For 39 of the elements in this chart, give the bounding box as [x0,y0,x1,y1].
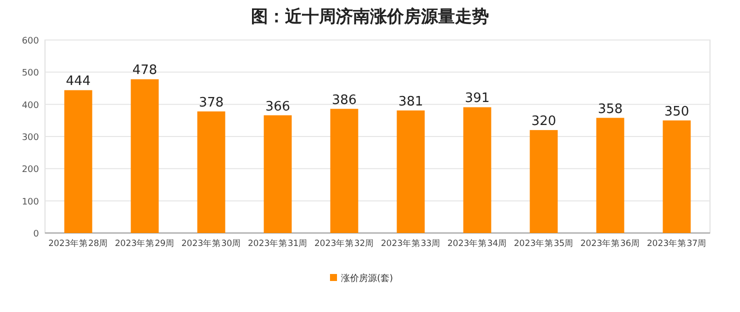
y-tick-label: 400 [22,100,40,111]
data-label: 358 [598,102,623,117]
x-tick-label: 2023年第35周 [514,238,574,249]
bar [197,111,226,233]
bar [530,130,558,233]
x-tick-label: 2023年第28周 [48,238,108,249]
y-tick-label: 100 [22,197,40,208]
data-label: 444 [66,74,91,90]
legend-label: 涨价房源(套) [341,273,394,284]
x-tick-label: 2023年第36周 [580,238,640,249]
bar [64,90,92,233]
bar [130,79,159,233]
x-tick-label: 2023年第37周 [646,238,707,249]
bar [662,120,691,233]
data-label: 478 [132,63,158,78]
bar [330,108,358,233]
y-tick-label: 300 [22,133,40,143]
y-tick-label: 0 [33,230,40,240]
x-tick-label: 2023年第34周 [447,238,508,249]
bar [264,115,292,233]
x-tick-label: 2023年第30周 [181,238,242,249]
x-tick-label: 2023年第29周 [114,238,175,249]
data-label: 366 [265,99,290,114]
x-tick-label: 2023年第31周 [248,238,308,249]
chart-title: 图：近十周济南涨价房源量走势 [251,7,489,27]
bar [596,118,624,233]
data-label: 391 [464,91,490,106]
data-label: 381 [398,94,424,110]
data-label: 350 [664,104,690,120]
data-label: 320 [531,114,556,130]
y-tick-label: 500 [22,68,40,79]
x-tick-label: 2023年第33周 [380,238,441,249]
bar [396,110,425,233]
y-tick-label: 600 [22,36,40,46]
data-label: 378 [198,95,224,110]
data-label: 386 [332,92,357,108]
y-tick-label: 200 [22,165,40,176]
x-tick-label: 2023年第32周 [314,238,374,249]
bar [463,107,492,233]
